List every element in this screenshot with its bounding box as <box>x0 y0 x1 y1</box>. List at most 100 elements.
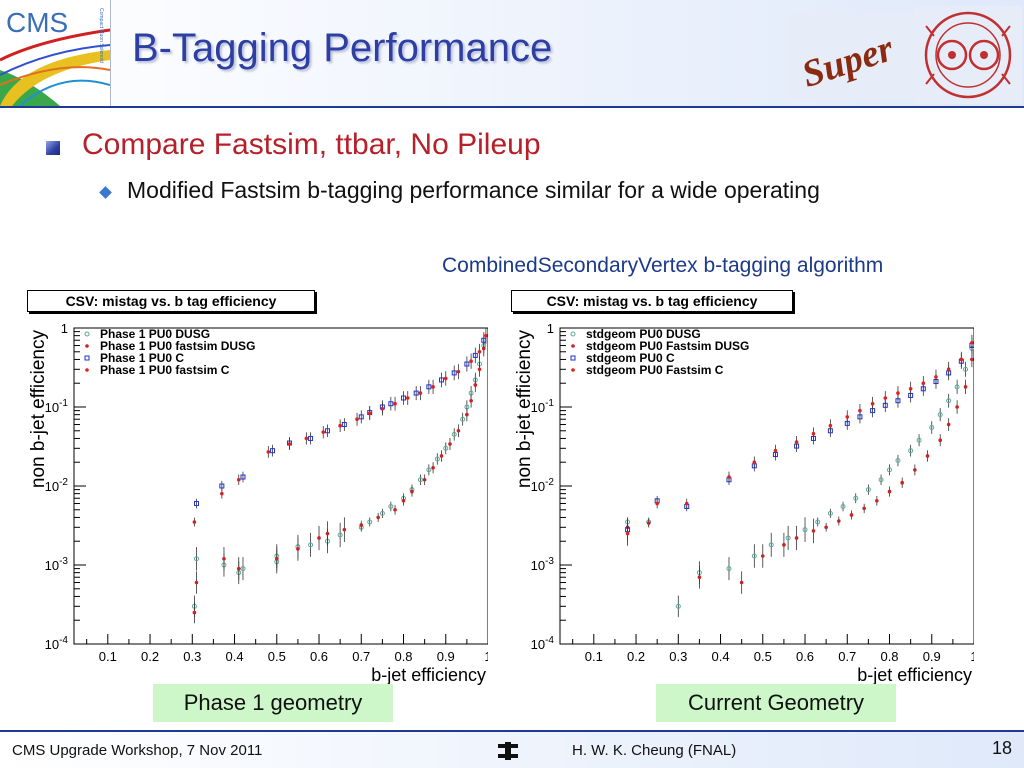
data-point <box>359 523 364 527</box>
plot-current: 0.10.20.30.40.50.60.70.80.91110-110-210-… <box>498 288 974 686</box>
data-point <box>222 556 226 561</box>
data-point <box>970 340 974 345</box>
data-point <box>240 474 246 480</box>
data-point <box>465 412 469 417</box>
data-point <box>824 525 828 530</box>
algorithm-caption: CombinedSecondaryVertex b-tagging algori… <box>442 254 884 277</box>
data-point <box>946 367 951 372</box>
series-stdgeom-pu0-fastsim-c <box>625 334 974 546</box>
data-point <box>768 542 774 548</box>
sub-bullet-marker <box>99 186 112 199</box>
data-point <box>367 411 372 416</box>
data-point <box>946 422 951 427</box>
data-point <box>739 580 744 585</box>
footer-event: CMS Upgrade Workshop, 7 Nov 2011 <box>12 742 263 759</box>
x-tick-label: 0.6 <box>310 649 328 664</box>
data-point <box>481 346 486 351</box>
data-point <box>274 556 279 561</box>
y-tick-label: 10-3 <box>45 556 69 573</box>
data-point <box>963 385 968 389</box>
data-point <box>477 349 482 354</box>
data-point <box>401 395 407 401</box>
data-point <box>448 442 452 446</box>
data-point <box>388 401 394 407</box>
data-point <box>325 531 330 536</box>
x-tick-label: 0.2 <box>141 649 159 664</box>
data-point <box>472 352 478 358</box>
plot-frame <box>559 327 974 645</box>
data-point <box>341 422 347 428</box>
data-point <box>883 396 888 400</box>
data-point <box>946 398 952 404</box>
data-point <box>393 401 397 406</box>
data-point <box>887 489 892 494</box>
data-point <box>794 536 799 540</box>
data-point <box>270 448 276 454</box>
plot-current-canvas: 0.10.20.30.40.50.60.70.80.91110-110-210-… <box>514 321 974 685</box>
x-tick-label: 1 <box>484 649 488 664</box>
data-point <box>875 498 879 503</box>
data-point <box>308 435 314 441</box>
data-point <box>815 519 821 525</box>
data-point <box>858 408 862 413</box>
data-point <box>675 603 681 609</box>
data-point <box>296 547 300 551</box>
legend-swatch <box>571 344 575 348</box>
legend-label: stdgeom PU0 DUSG <box>586 327 701 341</box>
data-point <box>870 401 875 406</box>
cms-logo-text: CMS <box>6 7 68 38</box>
legend-swatch <box>84 331 90 337</box>
plot-title: CSV: mistag vs. b tag efficiency <box>27 290 315 312</box>
x-tick-label: 0.4 <box>711 649 729 664</box>
data-point <box>865 487 871 493</box>
plot-frame <box>73 327 488 645</box>
y-axis-label: non b-jet efficiency <box>514 330 535 489</box>
data-point <box>853 495 859 501</box>
data-point <box>434 456 440 462</box>
series-stdgeom-pu0-fastsim-dusg <box>625 351 974 594</box>
legend-label: Phase 1 PU0 fastsim C <box>100 363 230 377</box>
x-tick-label: 1 <box>970 649 974 664</box>
data-point <box>938 438 943 442</box>
data-point <box>417 477 423 483</box>
cms-logo: CMS Compact Muon Solenoid <box>0 0 111 106</box>
kekb-logo <box>914 6 1022 104</box>
data-point <box>959 357 964 362</box>
data-point <box>937 412 943 418</box>
data-point <box>439 454 444 458</box>
x-tick-label: 0.3 <box>183 649 201 664</box>
data-point <box>469 398 473 403</box>
page-title: B-Tagging Performance <box>132 26 553 70</box>
data-point <box>726 566 732 572</box>
plot-phase1: 0.10.20.30.40.50.60.70.80.91110-110-210-… <box>12 288 488 686</box>
data-point <box>236 566 241 571</box>
data-point <box>827 510 833 516</box>
footer-divider <box>0 730 1024 732</box>
data-point <box>342 527 347 532</box>
series-phase-1-pu0-fastsim-dusg <box>192 340 486 624</box>
data-point <box>380 406 385 411</box>
legend-label: stdgeom PU0 Fastsim C <box>586 363 724 377</box>
data-point <box>727 475 731 479</box>
legend-swatch <box>570 355 576 361</box>
y-tick-label: 1 <box>547 321 554 336</box>
data-point <box>240 566 246 572</box>
series-phase-1-pu0-fastsim-c <box>192 327 488 527</box>
data-point <box>934 375 938 379</box>
data-point <box>443 445 449 451</box>
legend-swatch <box>84 355 90 361</box>
caption-current-geometry: Current Geometry <box>656 684 896 722</box>
fermilab-icon <box>496 740 520 762</box>
data-point <box>782 543 786 547</box>
data-point <box>426 467 432 473</box>
bullet-text-2: Modified Fastsim b-tagging performance s… <box>127 177 820 203</box>
x-tick-label: 0.8 <box>394 649 412 664</box>
data-point <box>773 448 778 453</box>
y-tick-label: 1 <box>61 321 68 336</box>
plot-title: CSV: mistag vs. b tag efficiency <box>511 290 793 312</box>
data-point <box>376 515 380 520</box>
cms-logo-subtext: Compact Muon Solenoid <box>98 8 104 63</box>
data-point <box>236 477 241 482</box>
data-point <box>925 454 930 458</box>
